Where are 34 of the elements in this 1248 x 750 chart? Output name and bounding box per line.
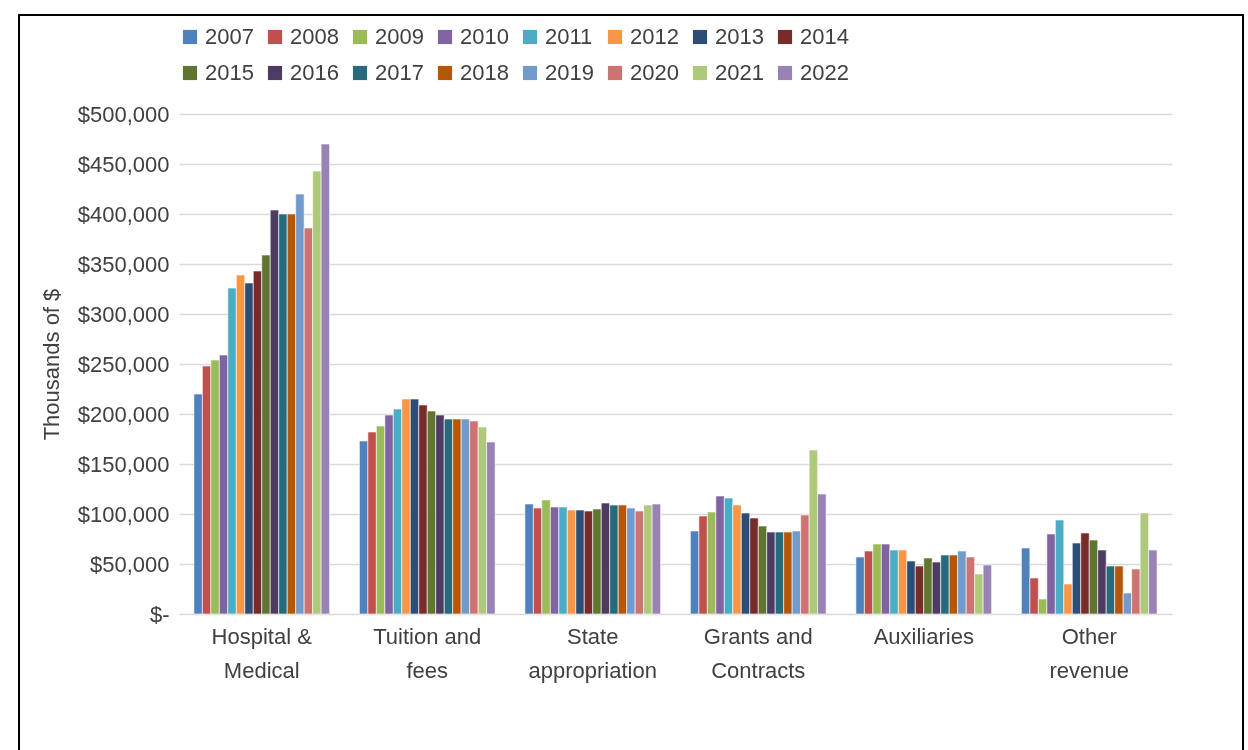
legend-label: 2011 xyxy=(545,24,593,49)
legend-label: 2019 xyxy=(545,60,594,85)
y-tick-label: $300,000 xyxy=(77,301,170,327)
legend-label: 2009 xyxy=(375,24,424,49)
x-tick-label: Other revenue xyxy=(1049,623,1130,683)
legend-label: 2013 xyxy=(715,24,764,49)
y-tick-label: $200,000 xyxy=(77,401,170,427)
x-tick-label: State appropriation xyxy=(528,623,657,683)
y-tick-label: $50,000 xyxy=(89,551,170,577)
y-tick-label: $100,000 xyxy=(77,501,170,527)
legend-label: 2012 xyxy=(630,24,679,49)
y-axis-title: Thousands of $ xyxy=(38,288,64,441)
x-tick-label: Grants and Contracts xyxy=(703,623,813,683)
y-tick-label: $150,000 xyxy=(77,451,170,477)
x-tick-label: Auxiliaries xyxy=(873,623,974,649)
legend-label: 2016 xyxy=(290,60,339,85)
legend-label: 2022 xyxy=(800,60,849,85)
y-tick-label: $- xyxy=(149,601,170,627)
legend-label: 2018 xyxy=(460,60,509,85)
x-tick-label: Hospital & Medical xyxy=(211,623,313,683)
legend-label: 2008 xyxy=(290,24,339,49)
y-tick-label: $250,000 xyxy=(77,351,170,377)
x-tick-label: Tuition and fees xyxy=(373,623,482,683)
legend-label: 2014 xyxy=(800,24,849,49)
y-tick-label: $400,000 xyxy=(77,201,170,227)
legend-label: 2021 xyxy=(715,60,764,85)
y-tick-label: $500,000 xyxy=(77,101,170,127)
legend-label: 2017 xyxy=(375,60,424,85)
legend-label: 2015 xyxy=(205,60,254,85)
legend-label: 2007 xyxy=(205,24,254,49)
legend-label: 2020 xyxy=(630,60,679,85)
y-tick-label: $450,000 xyxy=(77,151,170,177)
legend-label: 2010 xyxy=(460,24,509,49)
y-tick-label: $350,000 xyxy=(77,251,170,277)
